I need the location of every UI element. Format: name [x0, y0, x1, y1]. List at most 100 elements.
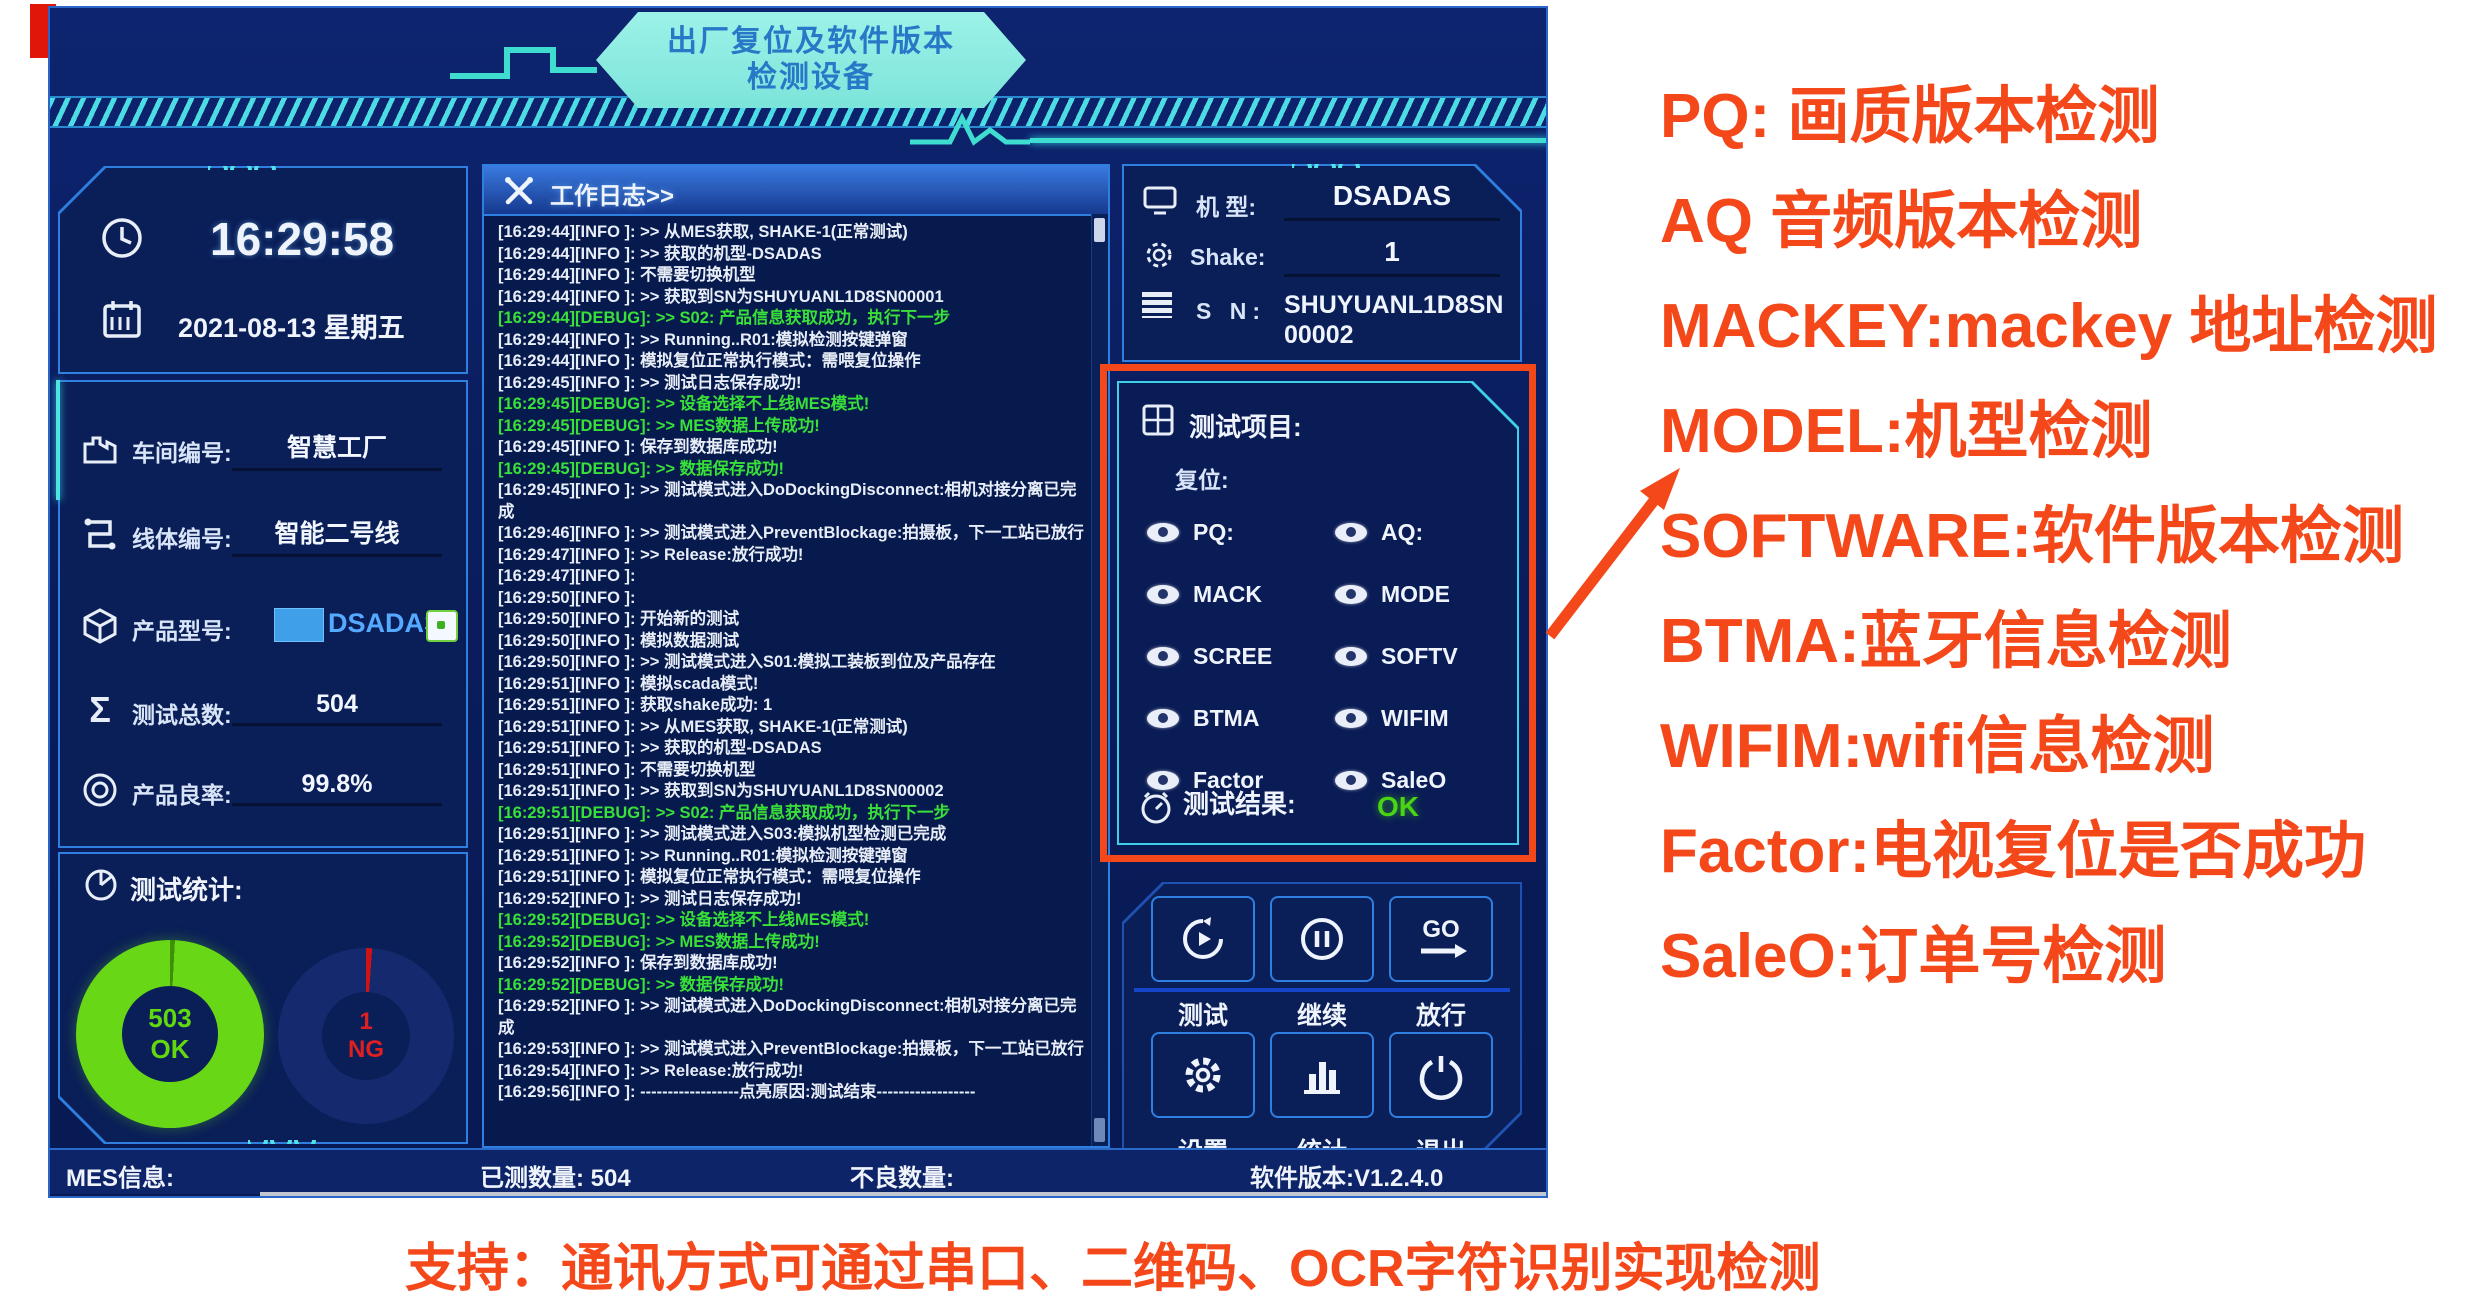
- log-header: 工作日志>>: [484, 166, 1108, 216]
- eye-icon: [1147, 647, 1179, 666]
- test-item[interactable]: WIFIM: [1335, 687, 1505, 749]
- pie-chart-icon: [82, 866, 120, 904]
- log-line: [16:29:50][INFO ]: 开始新的测试: [498, 610, 740, 628]
- log-line: [16:29:44][INFO ]: >> 获取到SN为SHUYUANL1D8S…: [498, 287, 944, 306]
- continue-button[interactable]: 继续: [1259, 896, 1385, 1032]
- test-item[interactable]: SaleO: [1335, 749, 1505, 811]
- model-value: DSADAS: [328, 608, 443, 638]
- test-item[interactable]: BTMA: [1147, 687, 1317, 749]
- test-item-label: SaleO: [1381, 766, 1447, 793]
- test-items-panel: 测试项目: 复位: PQ: MACK SCREE BTMA Factor AQ: MODE…: [1117, 381, 1519, 845]
- test-button[interactable]: 测试: [1140, 896, 1266, 1032]
- grid-icon: [1141, 403, 1175, 437]
- eye-icon: [1147, 585, 1179, 604]
- svg-text:GO: GO: [1422, 916, 1459, 943]
- log-line: [16:29:50][INFO ]: >> 测试模式进入S01:模拟工装板到位及…: [498, 653, 996, 671]
- machine-label: 机 型:: [1196, 194, 1257, 220]
- log-line: [16:29:51][INFO ]: >> 从MES获取, SHAKE-1(正常…: [498, 717, 908, 736]
- scrollbar-thumb-bottom[interactable]: [1094, 1118, 1105, 1142]
- horizontal-scrollbar[interactable]: [260, 1192, 1546, 1196]
- workshop-label: 车间编号:: [132, 440, 232, 466]
- log-line: [16:29:45][INFO ]: 保存到数据库成功!: [498, 438, 778, 456]
- log-title: 工作日志>>: [550, 183, 675, 210]
- log-line: [16:29:52][DEBUG]: >> 设备选择不上线MES模式!: [498, 911, 870, 929]
- yield-label: 产品良率:: [132, 782, 232, 808]
- model-label: 产品型号:: [132, 618, 232, 644]
- model-dropdown-button[interactable]: [426, 610, 458, 642]
- test-item[interactable]: MACK: [1147, 563, 1317, 625]
- release-button[interactable]: GO 放行: [1378, 896, 1504, 1032]
- footer-note: 支持：通讯方式可通过串口、二维码、OCR字符识别实现检测: [405, 1240, 1821, 1298]
- test-item[interactable]: Factor: [1147, 749, 1317, 811]
- sn-label: S N:: [1196, 298, 1266, 324]
- machine-value: DSADAS: [1284, 180, 1500, 221]
- tools-icon: [505, 177, 533, 205]
- test-item[interactable]: MODE: [1335, 563, 1505, 625]
- log-line: [16:29:44][DEBUG]: >> S02: 产品信息获取成功，执行下一…: [498, 309, 950, 327]
- annotation-line: AQ 音频版本检测: [1660, 187, 2143, 256]
- yield-value: 99.8%: [232, 770, 442, 806]
- model-color-swatch: [274, 608, 324, 642]
- title-banner: 出厂复位及软件版本 检测设备: [596, 12, 1026, 108]
- test-item[interactable]: SOFTV: [1335, 625, 1505, 687]
- eye-icon: [1335, 523, 1367, 542]
- target-icon: [80, 770, 120, 810]
- test-items-column-left: PQ: MACK SCREE BTMA Factor: [1147, 501, 1317, 811]
- model-row: 产品型号: DSADAS: [74, 600, 458, 660]
- log-line: [16:29:51][INFO ]: >> 获取到SN为SHUYUANL1D8S…: [498, 782, 944, 800]
- settings-button[interactable]: 设置: [1140, 1032, 1266, 1168]
- log-line: [16:29:50][INFO ]: 模拟数据测试: [498, 631, 740, 650]
- total-value: 504: [232, 690, 442, 726]
- product-info-panel: 车间编号: 智慧工厂 线体编号: 智能二号线 产品型号: DSADAS: [56, 380, 468, 848]
- line-label: 线体编号:: [132, 526, 232, 552]
- log-line: [16:29:45][DEBUG]: >> MES数据上传成功!: [498, 416, 820, 435]
- log-line: [16:29:51][INFO ]: >> Running..R01:模拟检测按…: [498, 846, 908, 865]
- annotation-line: MODEL:机型检测: [1660, 397, 2153, 466]
- annotation-line: BTMA:蓝牙信息检测: [1660, 607, 2232, 676]
- log-line: [16:29:54][INFO ]: >> Release:放行成功!: [498, 1061, 804, 1080]
- workshop-value: 智慧工厂: [232, 428, 442, 471]
- calendar-icon: [103, 301, 141, 338]
- eye-icon: [1335, 647, 1367, 666]
- test-item[interactable]: PQ:: [1147, 501, 1317, 563]
- total-row: Σ 测试总数: 504: [74, 684, 456, 744]
- test-item-label: Factor: [1193, 766, 1264, 793]
- test-item-label: MODE: [1381, 580, 1450, 607]
- annotation-highlight-box: 测试项目: 复位: PQ: MACK SCREE BTMA Factor AQ: MODE…: [1100, 364, 1536, 862]
- log-line: [16:29:51][INFO ]: 不需要切换机型: [498, 760, 756, 779]
- annotation-line: SOFTWARE:软件版本检测: [1660, 502, 2404, 571]
- test-item[interactable]: SCREE: [1147, 625, 1317, 687]
- test-result-value: OK: [1377, 791, 1419, 822]
- dial-icon: [1137, 789, 1175, 827]
- total-label: 测试总数:: [132, 702, 232, 728]
- ok-count: 503: [148, 1003, 192, 1033]
- continue-button-label: 继续: [1296, 1002, 1347, 1030]
- log-line: [16:29:52][DEBUG]: >> 数据保存成功!: [498, 975, 785, 994]
- log-line: [16:29:52][DEBUG]: >> MES数据上传成功!: [498, 932, 820, 951]
- log-content[interactable]: [16:29:44][INFO ]: >> 从MES获取, SHAKE-1(正常…: [484, 214, 1092, 1146]
- settings-gear-icon: [1151, 1032, 1255, 1118]
- log-line: [16:29:51][INFO ]: >> 测试模式进入S03:模拟机型检测已完…: [498, 825, 947, 843]
- statistics-button[interactable]: 统计: [1259, 1032, 1385, 1168]
- test-item-label: PQ:: [1193, 518, 1234, 545]
- log-line: [16:29:46][INFO ]: >> 测试模式进入PreventBlock…: [498, 524, 1084, 542]
- log-line: [16:29:45][INFO ]: >> 测试模式进入DoDockingDis…: [498, 481, 1077, 521]
- test-item[interactable]: AQ:: [1335, 501, 1505, 563]
- yield-row: 产品良率: 99.8%: [74, 764, 456, 824]
- list-icon: [1142, 292, 1172, 318]
- stats-title: 测试统计:: [130, 875, 243, 905]
- current-time: 16:29:58: [210, 213, 395, 265]
- annotation-line: MACKEY:mackey 地址检测: [1660, 292, 2438, 361]
- factory-icon: [80, 428, 120, 468]
- log-line: [16:29:51][INFO ]: >> 获取的机型-DSADAS: [498, 739, 822, 757]
- annotation-arrow: [1545, 468, 1680, 640]
- bar-chart-icon: [1270, 1032, 1374, 1118]
- log-line: [16:29:44][INFO ]: >> 从MES获取, SHAKE-1(正常…: [498, 223, 908, 241]
- eye-icon: [1335, 709, 1367, 728]
- scrollbar-thumb-top[interactable]: [1094, 218, 1105, 242]
- test-item-label: MACK: [1193, 580, 1262, 607]
- log-line: [16:29:52][INFO ]: >> 测试日志保存成功!: [498, 889, 802, 908]
- shake-value: 1: [1284, 236, 1500, 277]
- test-item-label: SOFTV: [1381, 642, 1458, 669]
